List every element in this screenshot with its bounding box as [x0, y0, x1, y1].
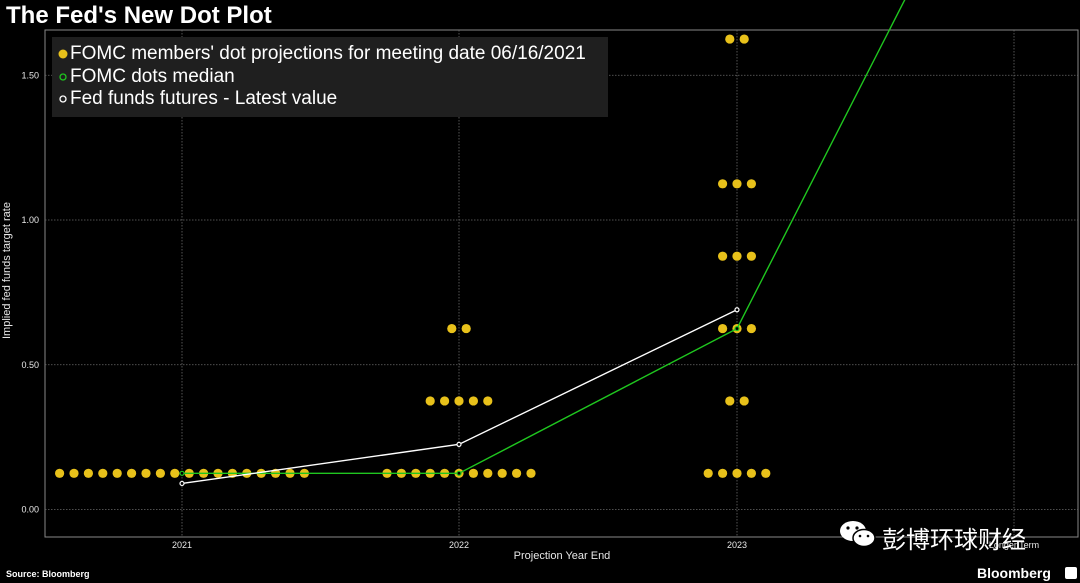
fomc-dot: [725, 34, 735, 44]
y-tick-label: 1.00: [21, 215, 39, 225]
fomc-dot: [732, 468, 742, 478]
fomc-dot: [718, 468, 728, 478]
x-axis-label: Projection Year End: [513, 550, 611, 562]
median-point: [456, 470, 462, 476]
fomc-dot: [739, 34, 749, 44]
x-tick-label: 2021: [172, 540, 192, 550]
fomc-dot: [511, 468, 522, 478]
fomc-dot: [83, 468, 93, 478]
fomc-dot: [454, 396, 464, 406]
legend: FOMC members' dot projections for meetin…: [52, 37, 608, 117]
chart-title: The Fed's New Dot Plot: [6, 2, 272, 29]
legend-futures-label: Fed funds futures - Latest value: [70, 88, 338, 109]
fomc-dot: [761, 468, 771, 478]
futures-point: [456, 441, 462, 447]
x-tick-label: 2023: [727, 540, 747, 550]
y-tick-label: 0.00: [21, 505, 39, 515]
fomc-dot: [468, 396, 478, 406]
fomc-dot: [746, 468, 757, 478]
fomc-dot: [170, 468, 180, 478]
median-point: [179, 470, 185, 476]
legend-item-median: FOMC dots median: [58, 66, 235, 88]
fomc-dot: [69, 468, 79, 478]
y-axis-label: Implied fed funds target rate: [1, 202, 13, 339]
median-point: [734, 325, 740, 332]
fomc-dot: [718, 251, 728, 261]
fomc-dot: [732, 251, 742, 261]
fomc-dot: [98, 468, 108, 478]
median-line: [182, 0, 906, 475]
fomc-dot: [468, 468, 478, 478]
brand-logo: Bloomberg: [977, 565, 1051, 581]
bloomberg-icon: [1065, 567, 1077, 579]
futures-point: [734, 307, 740, 313]
fomc-dot: [739, 396, 749, 406]
fomc-dot: [732, 179, 742, 189]
fomc-dot: [425, 396, 435, 406]
source-note: Source: Bloomberg: [6, 569, 90, 579]
fomc-dot: [746, 323, 757, 334]
futures-marker-icon: [59, 95, 67, 103]
fomc-dot: [440, 396, 450, 406]
legend-item-futures: Fed funds futures - Latest value: [58, 88, 337, 110]
fomc-dot: [526, 468, 536, 478]
median-marker-icon: [59, 73, 67, 81]
fomc-dot: [718, 323, 728, 334]
fomc-dot: [703, 468, 713, 478]
fomc-dot: [155, 468, 165, 478]
y-tick-label: 1.50: [21, 70, 39, 80]
fomc-dot: [141, 468, 151, 478]
x-tick-label: Longer Term: [989, 540, 1039, 550]
fomc-dot: [725, 396, 735, 406]
fomc-dot: [483, 396, 493, 406]
dot-marker-icon: [58, 49, 68, 59]
fomc-dot: [746, 179, 757, 189]
plot-frame: [44, 29, 1079, 538]
wechat-icon: [840, 521, 876, 548]
fomc-dot: [127, 468, 137, 478]
fomc-dot: [55, 468, 65, 478]
x-tick-label: 2022: [449, 540, 469, 550]
y-tick-label: 0.50: [21, 360, 39, 370]
fomc-dot: [112, 468, 122, 478]
fomc-dot: [718, 179, 728, 189]
watermark-text: 彭博环球财经: [882, 527, 1026, 554]
legend-median-label: FOMC dots median: [70, 66, 235, 87]
legend-dots-label: FOMC members' dot projections for meetin…: [70, 43, 586, 64]
fomc-dot: [746, 251, 757, 261]
fomc-dot: [483, 468, 493, 478]
legend-item-dots: FOMC members' dot projections for meetin…: [58, 43, 586, 65]
fomc-dot: [497, 468, 507, 478]
fomc-dot: [461, 323, 471, 334]
fomc-dot: [447, 323, 457, 334]
futures-point: [179, 480, 185, 487]
